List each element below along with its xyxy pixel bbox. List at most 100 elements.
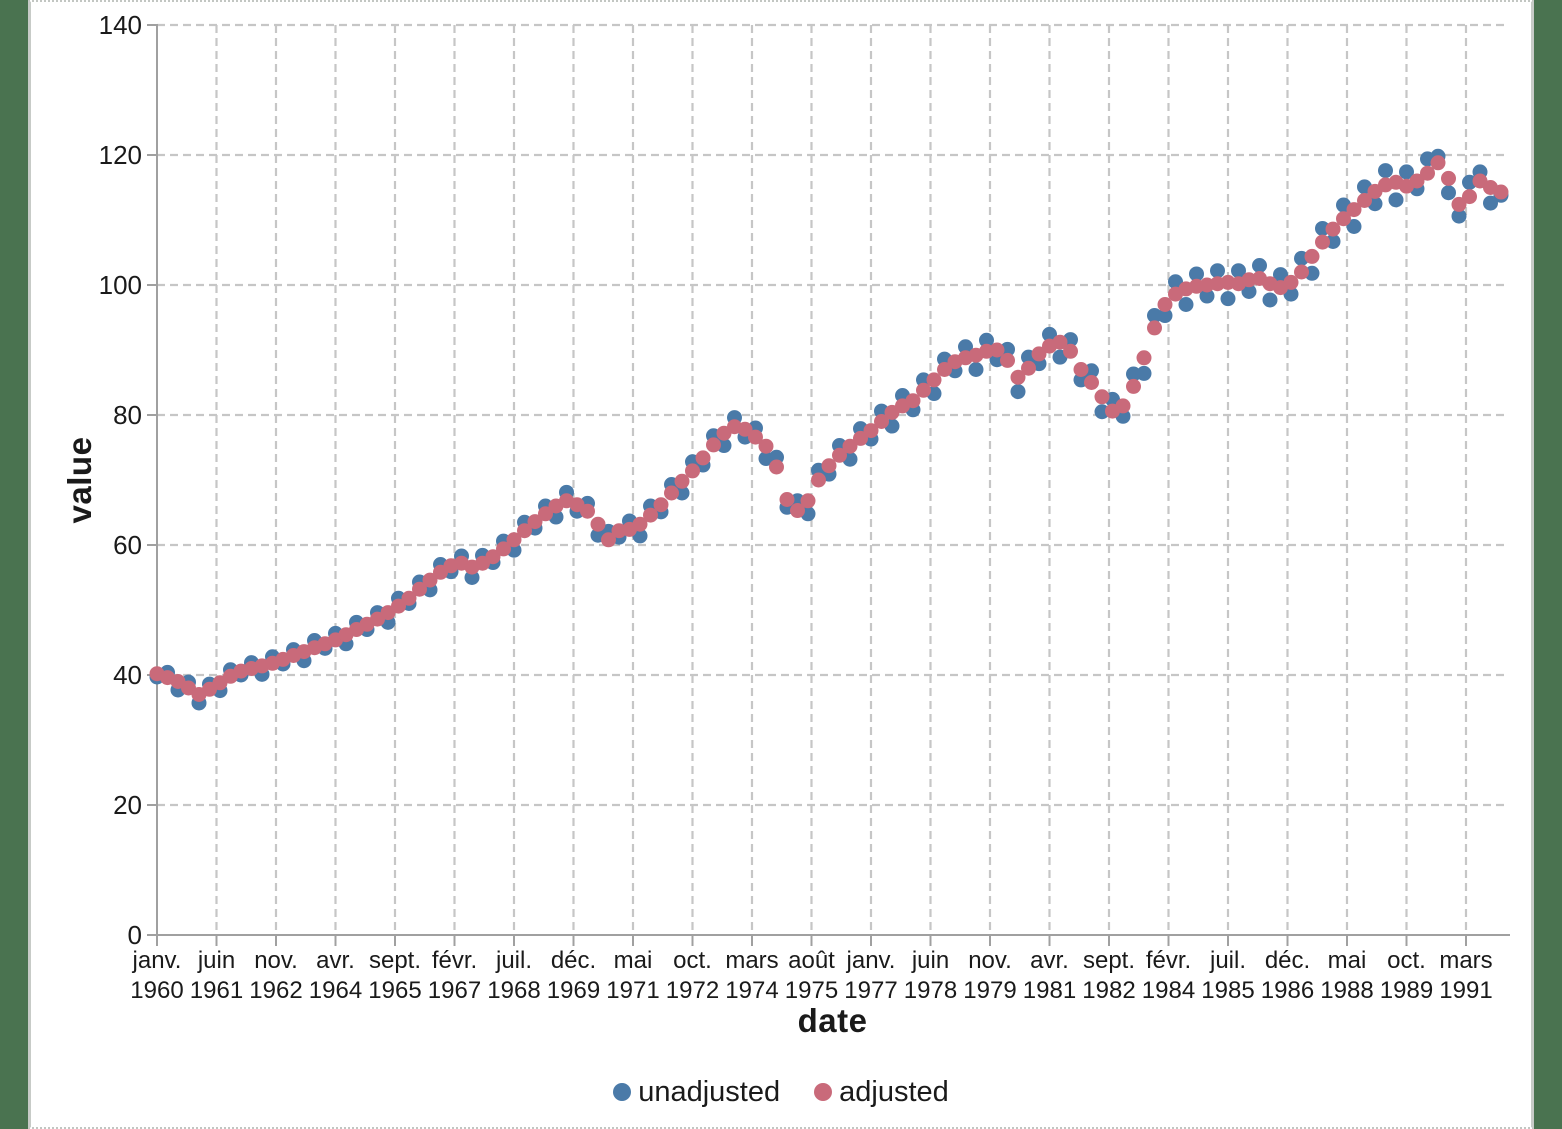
data-point-adjusted (1283, 274, 1299, 290)
data-point-adjusted (1430, 155, 1446, 171)
data-point-adjusted (527, 514, 543, 530)
data-point-adjusted (538, 506, 553, 522)
x-tick-label-month: juin (911, 947, 949, 974)
data-point-adjusted (863, 423, 879, 439)
x-tick-label-year: 1979 (963, 977, 1016, 1004)
data-point-adjusted (1409, 173, 1425, 189)
x-tick-label-month: nov. (254, 947, 298, 974)
x-tick-label-month: févr. (432, 947, 477, 974)
x-tick-label-year: 1984 (1142, 977, 1195, 1004)
data-point-adjusted (811, 472, 826, 488)
x-tick-label-month: juin (197, 947, 235, 974)
data-point-adjusted (1420, 165, 1435, 181)
legend-marker-unadjusted-icon (613, 1083, 632, 1101)
data-point-unadjusted (464, 570, 480, 585)
legend-item-unadjusted: unadjusted (613, 1076, 780, 1109)
data-point-adjusted (1021, 360, 1036, 376)
y-tick-label: 100 (99, 270, 142, 300)
data-point-adjusted (905, 393, 921, 409)
x-tick-label-month: sept. (1083, 947, 1135, 974)
data-point-adjusted (391, 598, 406, 614)
data-point-adjusted (737, 421, 753, 437)
data-point-adjusted (412, 581, 427, 597)
data-point-adjusted (758, 438, 774, 454)
x-tick-label-year: 1965 (368, 977, 421, 1004)
x-tick-label-month: avr. (1030, 947, 1069, 974)
data-point-adjusted (1462, 189, 1477, 205)
data-point-adjusted (769, 459, 784, 475)
data-point-adjusted (874, 414, 889, 429)
legend-label-unadjusted: unadjusted (638, 1075, 781, 1108)
data-point-adjusted (1000, 352, 1015, 368)
y-tick-label: 60 (113, 530, 142, 560)
x-tick-label-year: 1974 (725, 977, 778, 1004)
data-point-adjusted (601, 532, 616, 548)
data-point-unadjusted (1241, 284, 1257, 299)
data-point-unadjusted (979, 332, 994, 348)
x-tick-label-month: oct. (1387, 947, 1426, 974)
data-point-unadjusted (1147, 308, 1162, 324)
data-point-adjusted (1073, 362, 1089, 377)
data-point-adjusted (779, 492, 795, 507)
x-tick-label-year: 1988 (1320, 977, 1373, 1004)
x-tick-label-year: 1981 (1023, 977, 1076, 1004)
y-tick-label: 40 (113, 660, 142, 690)
x-tick-label-month: janv. (846, 947, 896, 974)
data-point-adjusted (1441, 170, 1456, 186)
data-point-adjusted (1063, 343, 1078, 359)
x-axis-title: date (797, 1002, 868, 1039)
data-point-adjusted (1010, 369, 1026, 385)
data-point-unadjusted (1220, 291, 1236, 307)
x-tick-label-month: mai (614, 947, 653, 974)
data-point-adjusted (580, 503, 595, 519)
data-point-adjusted (1157, 297, 1173, 312)
data-point-adjusted (790, 503, 805, 519)
data-point-adjusted (485, 549, 501, 565)
data-point-adjusted (842, 438, 858, 454)
data-point-adjusted (821, 458, 837, 474)
data-point-adjusted (832, 447, 847, 463)
data-point-unadjusted (1346, 219, 1362, 234)
data-point-unadjusted (1483, 195, 1498, 211)
data-point-adjusted (800, 493, 816, 509)
x-tick-label-year: 1989 (1380, 977, 1433, 1004)
data-point-adjusted (926, 372, 942, 388)
x-tick-label-month: mai (1328, 947, 1367, 974)
data-point-adjusted (1094, 389, 1110, 405)
data-point-adjusted (748, 429, 763, 445)
x-tick-label-year: 1961 (190, 977, 243, 1004)
data-point-adjusted (401, 590, 417, 606)
data-point-unadjusted (1042, 326, 1057, 342)
legend-label-adjusted: adjusted (839, 1075, 949, 1108)
data-point-adjusted (632, 516, 648, 532)
data-point-unadjusted (1252, 258, 1267, 273)
x-tick-label-month: mars (725, 947, 778, 974)
data-point-unadjusted (1273, 267, 1288, 283)
data-point-adjusted (1346, 202, 1362, 218)
y-tick-label: 80 (113, 400, 142, 430)
x-tick-label-month: janv. (132, 947, 182, 974)
data-point-adjusted (1084, 375, 1099, 390)
data-point-adjusted (937, 362, 952, 377)
x-tick-label-year: 1991 (1439, 977, 1492, 1004)
data-point-unadjusted (1199, 288, 1215, 304)
data-point-unadjusted (1388, 192, 1404, 208)
data-point-unadjusted (1189, 266, 1204, 282)
y-tick-label: 0 (128, 920, 142, 950)
x-tick-label-year: 1986 (1261, 977, 1314, 1004)
x-tick-label-year: 1962 (249, 977, 302, 1004)
data-point-unadjusted (916, 372, 931, 388)
data-point-adjusted (1336, 211, 1351, 227)
x-tick-label-year: 1969 (547, 977, 600, 1004)
data-point-adjusted (506, 532, 522, 548)
data-point-adjusted (653, 497, 669, 513)
data-point-adjusted (1126, 378, 1141, 394)
y-tick-label: 120 (99, 140, 142, 170)
data-point-unadjusted (1399, 164, 1414, 180)
legend-item-adjusted: adjusted (814, 1076, 949, 1109)
x-tick-label-year: 1985 (1201, 977, 1254, 1004)
data-point-adjusted (1115, 398, 1131, 414)
data-point-unadjusted (1168, 274, 1183, 290)
data-point-unadjusted (1178, 297, 1194, 312)
